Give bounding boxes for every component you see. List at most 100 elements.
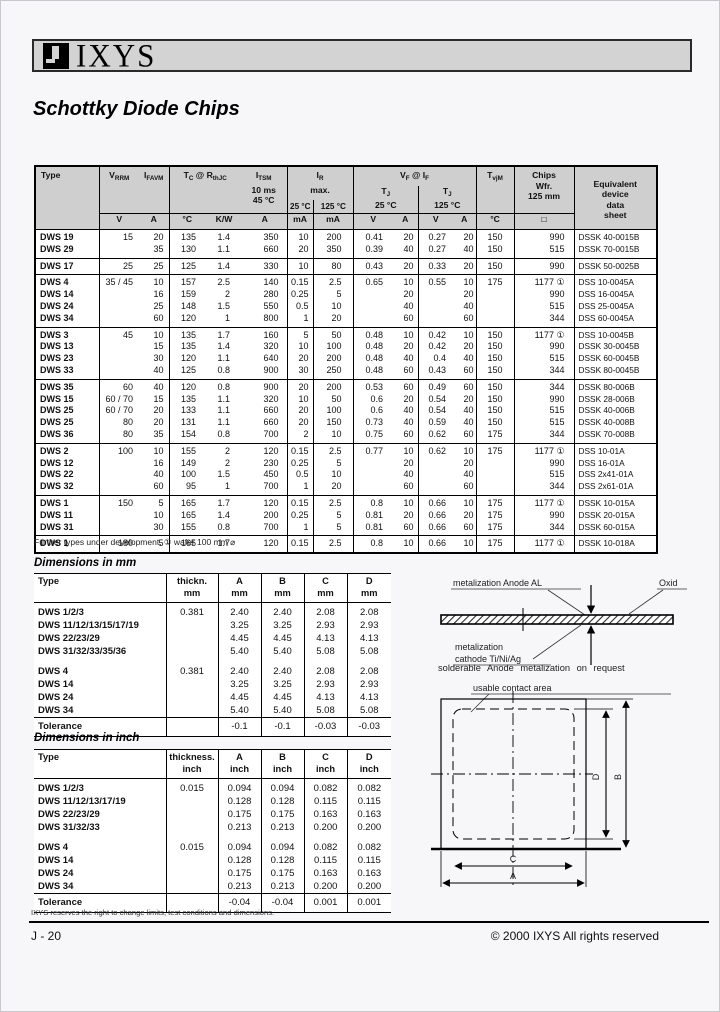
table-cell: 660 (263, 405, 279, 416)
table-cell: 10 (312, 469, 354, 482)
table-cell: 1.4 (217, 341, 230, 352)
table-cell (475, 469, 515, 482)
table-row: DWS 22 40 100 1.5 450 0.5 10 40 40 515 DSS 2x41-01… (35, 469, 658, 482)
col-header-tc-rthjc-itsm: TC @ RthJC ITSM 10 ms 45 °C (168, 166, 288, 214)
table-cell: 10 (393, 274, 419, 290)
table-row: DWS 22/23/29 4.45 4.45 4.13 4.13 (34, 632, 391, 645)
solderable-note: solderable Anode metalization on request (438, 663, 625, 673)
table-cell: DWS 29 (40, 243, 74, 254)
table-cell: 30 (286, 364, 314, 380)
table-cell: 5.08 (303, 704, 347, 718)
table-cell (165, 808, 218, 821)
table-cell: 0.25 (286, 289, 314, 301)
table-cell: DWS 25 (40, 405, 74, 416)
anode-metalization-label: metalization Anode AL (453, 578, 542, 588)
table-cell: 0.163 (346, 808, 391, 821)
table-cell: 1177 ① (513, 442, 575, 458)
table-cell: 0.200 (346, 880, 391, 894)
table-cell: 40 (403, 353, 414, 364)
table-cell: 550 (263, 300, 279, 311)
table-cell (417, 312, 454, 328)
table-cell: 60 / 70 (98, 393, 139, 406)
table-cell: 60 (463, 521, 474, 532)
table-cell (165, 893, 218, 913)
table-cell: 0.48 (352, 364, 394, 380)
table-cell: 35 (153, 428, 164, 439)
table-cell: 990 (513, 229, 575, 244)
table-cell: 4.13 (303, 691, 347, 704)
table-cell (352, 289, 394, 301)
table-cell (165, 867, 218, 880)
table-cell: 10 (453, 535, 477, 554)
table-cell: -0.04 (217, 893, 261, 913)
table-cell: 150 (475, 229, 515, 244)
table-cell: 40 (139, 378, 169, 394)
table-cell: 0.53 (352, 378, 394, 394)
table-cell: 5 (312, 521, 354, 536)
table-cell: 180 (98, 535, 139, 554)
table-cell: 0.200 (303, 880, 347, 894)
table-cell: 10 (393, 442, 419, 458)
table-cell: DSS 10-01A (573, 442, 658, 458)
table-cell: DWS 1/2/3 (38, 607, 84, 618)
col-header-type: Type (35, 166, 99, 230)
table-cell: 0.381 (165, 602, 218, 619)
table-row: DWS 31/32/33 0.213 0.213 0.200 0.200 (34, 821, 391, 834)
table-cell: 10 (393, 494, 419, 510)
table-cell: 120 (243, 535, 288, 554)
table-cell: 5 (312, 509, 354, 522)
dim-col-type: Type (34, 749, 166, 779)
table-cell: 5 (312, 289, 354, 301)
page-title: Schottky Diode Chips (33, 98, 240, 120)
table-cell: DSSK 80-0045B (573, 364, 658, 380)
table-cell: 0.15 (286, 535, 314, 554)
table-cell: 4.13 (346, 691, 391, 704)
table-row: DWS 13 15 135 1.4 320 10 100 0.48 20 0.42 20 150 990… (35, 341, 658, 354)
table-cell (417, 481, 454, 496)
table-cell: 990 (513, 289, 575, 301)
table-cell: 10 (453, 494, 477, 510)
table-cell: 0.015 (165, 778, 218, 795)
table-cell: 135 (168, 341, 205, 354)
table-cell: 150 (312, 417, 354, 429)
table-cell: 40 (403, 417, 414, 428)
table-cell: 20 (286, 378, 314, 394)
table-cell: DWS 22/23/29 (38, 633, 100, 644)
table-cell: -0.03 (346, 717, 391, 737)
table-cell: 150 (475, 417, 515, 429)
table-cell: 100 (312, 341, 354, 354)
table-cell: 20 (403, 393, 414, 404)
table-cell: 40 (463, 353, 474, 364)
table-cell: 120 (168, 353, 205, 365)
table-cell: DWS 24 (38, 868, 74, 879)
table-cell (417, 469, 454, 482)
dim-label-a: A (510, 871, 516, 881)
table-cell: 900 (263, 364, 279, 375)
table-row: DWS 35 60 40 120 0.8 900 20 200 0.53 60 0.49 60 150 3… (35, 378, 658, 394)
table-cell: 2 (205, 442, 243, 458)
table-cell: 135 (168, 393, 205, 406)
table-cell (165, 691, 218, 704)
table-cell: 900 (243, 378, 288, 394)
table-cell: 148 (168, 300, 205, 313)
table-cell: 2.40 (217, 658, 261, 678)
table-cell: 990 (513, 257, 575, 275)
table-cell: 25 (98, 257, 139, 275)
table-cell: 700 (263, 481, 279, 492)
table-cell: 0.082 (346, 778, 391, 795)
table-cell: 149 (168, 457, 205, 470)
table-cell: 1177 ① (513, 535, 575, 554)
table-row: DWS 25 80 20 131 1.1 660 20 150 0.73 40 0.59 40 150 5… (35, 417, 658, 429)
table-cell: 0.8 (217, 428, 230, 439)
table-cell (417, 300, 454, 313)
table-cell: 45 (98, 326, 139, 342)
table-cell: 344 (513, 312, 575, 328)
specs-table: Type VRRM IFAVM (34, 165, 659, 555)
table-row: DWS 33 40 125 0.8 900 30 250 0.48 60 0.43 60 150 344… (35, 364, 658, 380)
table-cell: 4.13 (346, 632, 391, 645)
row-group: DWS 1/2/3 0.015 0.094 0.094 0.082 0.082 DWS 11… (34, 778, 391, 834)
table-cell: 1 (224, 312, 230, 323)
table-cell: -0.04 (260, 893, 304, 913)
ixys-logo-text: IXYS (76, 37, 157, 74)
